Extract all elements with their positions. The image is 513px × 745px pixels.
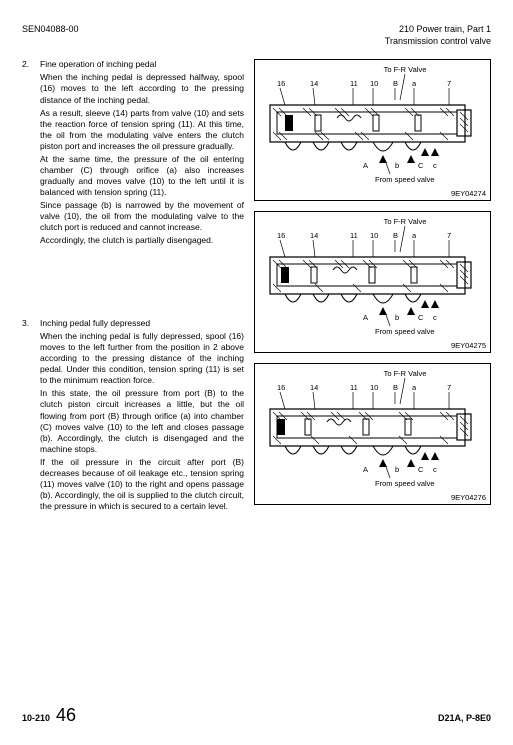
svg-text:c: c bbox=[433, 465, 437, 474]
doc-section: 210 Power train, Part 1 Transmission con… bbox=[385, 24, 491, 47]
spacer bbox=[22, 258, 244, 318]
section-text: Inching pedal fully depressed When the i… bbox=[40, 318, 244, 514]
svg-text:b: b bbox=[395, 465, 399, 474]
body-columns: 2. Fine operation of inching pedal When … bbox=[22, 59, 491, 524]
paragraph: When the inching pedal is depressed half… bbox=[40, 72, 244, 105]
svg-text:a: a bbox=[412, 231, 417, 240]
page-number: 46 bbox=[56, 704, 76, 727]
svg-text:11: 11 bbox=[350, 383, 358, 392]
paragraph: At the same time, the pressure of the oi… bbox=[40, 154, 244, 198]
section-text: Fine operation of inching pedal When the… bbox=[40, 59, 244, 248]
svg-text:b: b bbox=[395, 313, 399, 322]
diagram-column: To F-R Valve 16 14 11 10 B a 7 bbox=[254, 59, 491, 524]
svg-text:From speed valve: From speed valve bbox=[375, 479, 435, 488]
svg-text:11: 11 bbox=[350, 79, 358, 88]
section-2: 2. Fine operation of inching pedal When … bbox=[22, 59, 244, 248]
svg-text:C: C bbox=[418, 465, 424, 474]
paragraph: As a result, sleeve (14) parts from valv… bbox=[40, 108, 244, 152]
diagram-code: 9EY04274 bbox=[451, 189, 486, 199]
paragraph: Accordingly, the clutch is partially dis… bbox=[40, 235, 244, 246]
svg-text:B: B bbox=[393, 383, 398, 392]
svg-text:B: B bbox=[393, 231, 398, 240]
svg-text:To F-R Valve: To F-R Valve bbox=[384, 217, 427, 226]
page: SEN04088-00 210 Power train, Part 1 Tran… bbox=[0, 0, 513, 745]
svg-text:C: C bbox=[418, 313, 424, 322]
header-line2: Transmission control valve bbox=[385, 36, 491, 48]
section-3: 3. Inching pedal fully depressed When th… bbox=[22, 318, 244, 514]
top-label: To F-R Valve bbox=[384, 65, 427, 74]
section-title: Fine operation of inching pedal bbox=[40, 59, 244, 70]
svg-text:c: c bbox=[433, 161, 437, 170]
doc-id: SEN04088-00 bbox=[22, 24, 79, 47]
svg-text:From speed valve: From speed valve bbox=[375, 175, 435, 184]
section-number: 2. bbox=[22, 59, 34, 248]
svg-text:C: C bbox=[418, 161, 424, 170]
text-column: 2. Fine operation of inching pedal When … bbox=[22, 59, 244, 524]
svg-text:10: 10 bbox=[370, 383, 378, 392]
paragraph: When the inching pedal is fully depresse… bbox=[40, 331, 244, 386]
paragraph: In this state, the oil pressure from por… bbox=[40, 388, 244, 454]
header-line1: 210 Power train, Part 1 bbox=[385, 24, 491, 36]
svg-text:16: 16 bbox=[277, 79, 285, 88]
valve-diagram-2: To F-R Valve 16 14 11 10 B a 7 bbox=[254, 211, 491, 353]
page-prefix: 10-210 bbox=[22, 713, 50, 725]
diagram-code: 9EY04276 bbox=[451, 493, 486, 503]
svg-text:a: a bbox=[412, 383, 417, 392]
page-footer: 10-210 46 D21A, P-8E0 bbox=[22, 704, 491, 727]
svg-text:16: 16 bbox=[277, 231, 285, 240]
model-code: D21A, P-8E0 bbox=[438, 713, 491, 725]
svg-text:7: 7 bbox=[447, 231, 451, 240]
footer-left: 10-210 46 bbox=[22, 704, 76, 727]
svg-text:7: 7 bbox=[447, 383, 451, 392]
svg-text:A: A bbox=[363, 161, 368, 170]
page-header: SEN04088-00 210 Power train, Part 1 Tran… bbox=[22, 24, 491, 47]
paragraph: Since passage (b) is narrowed by the mov… bbox=[40, 200, 244, 233]
svg-text:c: c bbox=[433, 313, 437, 322]
svg-text:10: 10 bbox=[370, 79, 378, 88]
svg-text:To F-R Valve: To F-R Valve bbox=[384, 369, 427, 378]
diagram-code: 9EY04275 bbox=[451, 341, 486, 351]
svg-text:A: A bbox=[363, 313, 368, 322]
svg-text:11: 11 bbox=[350, 231, 358, 240]
svg-text:7: 7 bbox=[447, 79, 451, 88]
section-title: Inching pedal fully depressed bbox=[40, 318, 244, 329]
svg-text:10: 10 bbox=[370, 231, 378, 240]
paragraph: If the oil pressure in the circuit after… bbox=[40, 457, 244, 512]
svg-text:14: 14 bbox=[310, 383, 318, 392]
valve-diagram-3: To F-R Valve 16 14 11 10 B a 7 bbox=[254, 363, 491, 505]
svg-text:b: b bbox=[395, 161, 399, 170]
svg-text:B: B bbox=[393, 79, 398, 88]
svg-text:a: a bbox=[412, 79, 417, 88]
svg-text:14: 14 bbox=[310, 79, 318, 88]
svg-text:From speed valve: From speed valve bbox=[375, 327, 435, 336]
svg-text:16: 16 bbox=[277, 383, 285, 392]
section-number: 3. bbox=[22, 318, 34, 514]
svg-text:A: A bbox=[363, 465, 368, 474]
valve-diagram-1: To F-R Valve 16 14 11 10 B a 7 bbox=[254, 59, 491, 201]
svg-text:14: 14 bbox=[310, 231, 318, 240]
